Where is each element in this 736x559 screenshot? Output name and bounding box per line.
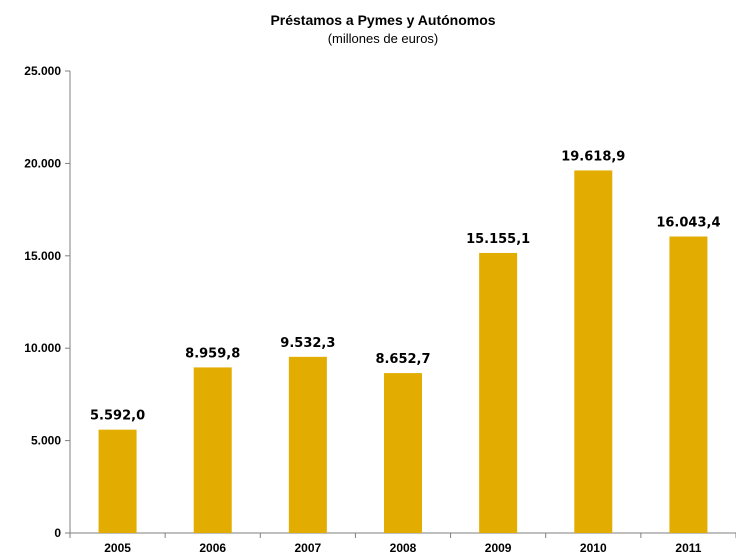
x-tick-label: 2006 (199, 541, 226, 555)
bar-data-label: 9.532,3 (280, 336, 335, 351)
chart-subtitle: (millones de euros) (327, 31, 439, 46)
y-tick-label: 0 (54, 526, 61, 540)
chart-title: Préstamos a Pymes y Autónomos (270, 12, 496, 28)
bar-data-label: 5.592,0 (90, 409, 145, 424)
y-tick-label: 15.000 (24, 249, 61, 263)
bar (193, 367, 232, 533)
bar-data-label: 15.155,1 (466, 232, 530, 247)
bar (98, 429, 137, 533)
x-tick-label: 2011 (675, 541, 701, 555)
x-tick-label: 2009 (485, 541, 512, 555)
x-tick-label: 2005 (104, 541, 131, 555)
bar (479, 252, 518, 533)
y-tick-label: 5.000 (31, 434, 61, 448)
y-tick-label: 10.000 (24, 341, 61, 355)
x-tick-label: 2010 (580, 541, 607, 555)
y-tick-label: 20.000 (24, 156, 61, 170)
bar-data-label: 16.043,4 (656, 216, 720, 231)
bar-data-label: 8.652,7 (375, 352, 430, 367)
bar (384, 373, 422, 533)
bar-data-label: 8.959,8 (185, 346, 240, 361)
bar (574, 170, 613, 533)
x-tick-label: 2008 (390, 541, 417, 555)
bar (669, 236, 708, 533)
bar (288, 356, 327, 533)
bar-data-label: 19.618,9 (561, 149, 625, 164)
x-tick-label: 2007 (295, 541, 322, 555)
y-tick-label: 25.000 (24, 64, 61, 78)
